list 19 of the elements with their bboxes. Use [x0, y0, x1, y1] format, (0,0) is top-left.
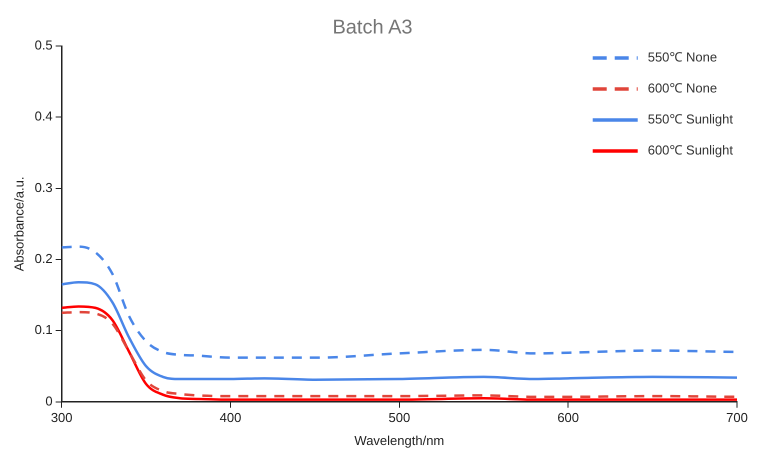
x-axis-title: Wavelength/nm [354, 432, 444, 448]
x-tick-label: 600 [557, 410, 580, 426]
line-series [62, 281, 737, 381]
x-tick-label: 500 [388, 410, 410, 426]
y-tick-label: 0 [45, 393, 53, 408]
y-tick-label: 0.3 [34, 180, 53, 195]
y-tick-label: 0.5 [34, 38, 53, 53]
x-tick-label: 700 [726, 410, 748, 426]
y-tick-label: 0.4 [34, 108, 53, 124]
y-axis-title: Absorbance/a.u. [11, 176, 26, 272]
legend-label: 550℃ Sunlight [648, 112, 734, 127]
legend-label: 600℃ Sunlight [648, 142, 734, 158]
x-tick-label: 300 [50, 410, 73, 426]
legend-label: 600℃ None [648, 80, 718, 96]
x-tick-label: 400 [220, 410, 242, 426]
y-tick-label: 0.2 [34, 251, 53, 266]
legend-label: 550℃ None [648, 50, 718, 65]
y-tick-label: 0.1 [34, 322, 53, 338]
chart-title: Batch A3 [332, 16, 413, 39]
